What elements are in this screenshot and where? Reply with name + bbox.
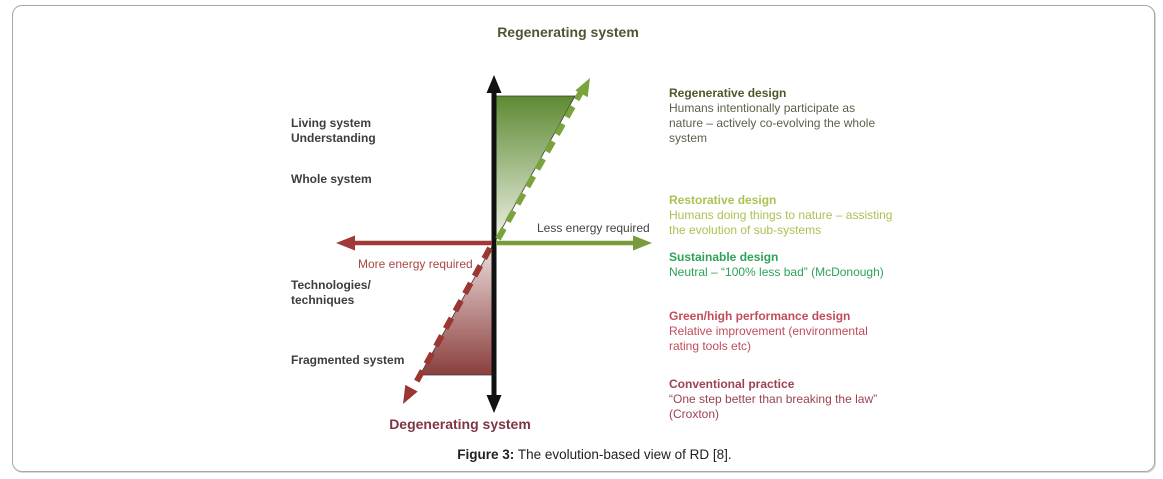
annotation-heading: Conventional practice: [669, 377, 795, 391]
annotation-regenerative-design: Regenerative design Humans intentionally…: [669, 86, 969, 146]
left-label-whole-system: Whole system: [291, 172, 372, 186]
annotation-conventional-practice: Conventional practice “One step better t…: [669, 377, 969, 422]
left-label-fragmented-system: Fragmented system: [291, 353, 405, 367]
annotation-restorative-design: Restorative design Humans doing things t…: [669, 193, 969, 238]
annotation-heading: Restorative design: [669, 193, 777, 207]
axis-left-label: More energy required: [358, 257, 473, 271]
annotation-green-high-performance: Green/high performance design Relative i…: [669, 309, 969, 354]
axis-bottom-label: Degenerating system: [389, 416, 531, 432]
figure-caption: Figure 3: The evolution-based view of RD…: [13, 447, 1163, 462]
annotation-body: Neutral – “100% less bad” (McDonough): [669, 265, 884, 279]
dashed-green-arrowhead-icon: [575, 78, 590, 98]
left-label-living-system: Living system Understanding: [291, 116, 376, 145]
annotation-heading: Sustainable design: [669, 250, 779, 264]
annotation-sustainable-design: Sustainable design Neutral – “100% less …: [669, 250, 969, 280]
right-arrowhead-icon: [633, 235, 652, 251]
annotation-body: “One step better than breaking the law” …: [669, 392, 878, 421]
dashed-red-arrowhead-icon: [403, 384, 418, 404]
left-arrowhead-icon: [336, 235, 355, 251]
down-arrowhead-icon: [486, 395, 502, 413]
axis-right-label: Less energy required: [537, 221, 650, 235]
annotation-heading: Regenerative design: [669, 86, 787, 100]
dashed-green-trend-line: [495, 90, 584, 241]
annotation-body: Humans intentionally participate as natu…: [669, 101, 876, 145]
figure-panel: Regenerating system Living system Unders…: [12, 5, 1155, 472]
axis-top-label: Regenerating system: [497, 24, 639, 40]
annotation-heading: Green/high performance design: [669, 309, 851, 323]
figure-caption-label: Figure 3:: [457, 447, 515, 462]
up-arrowhead-icon: [486, 75, 502, 93]
annotation-body: Humans doing things to nature – assistin…: [669, 208, 893, 237]
annotation-body: Relative improvement (environmental rati…: [669, 324, 868, 353]
left-label-technologies: Technologies/ techniques: [291, 278, 371, 307]
evolution-diagram-graphic: [336, 75, 652, 413]
figure-caption-text: The evolution-based view of RD [8].: [514, 447, 732, 462]
dashed-red-trend-line: [410, 246, 493, 390]
